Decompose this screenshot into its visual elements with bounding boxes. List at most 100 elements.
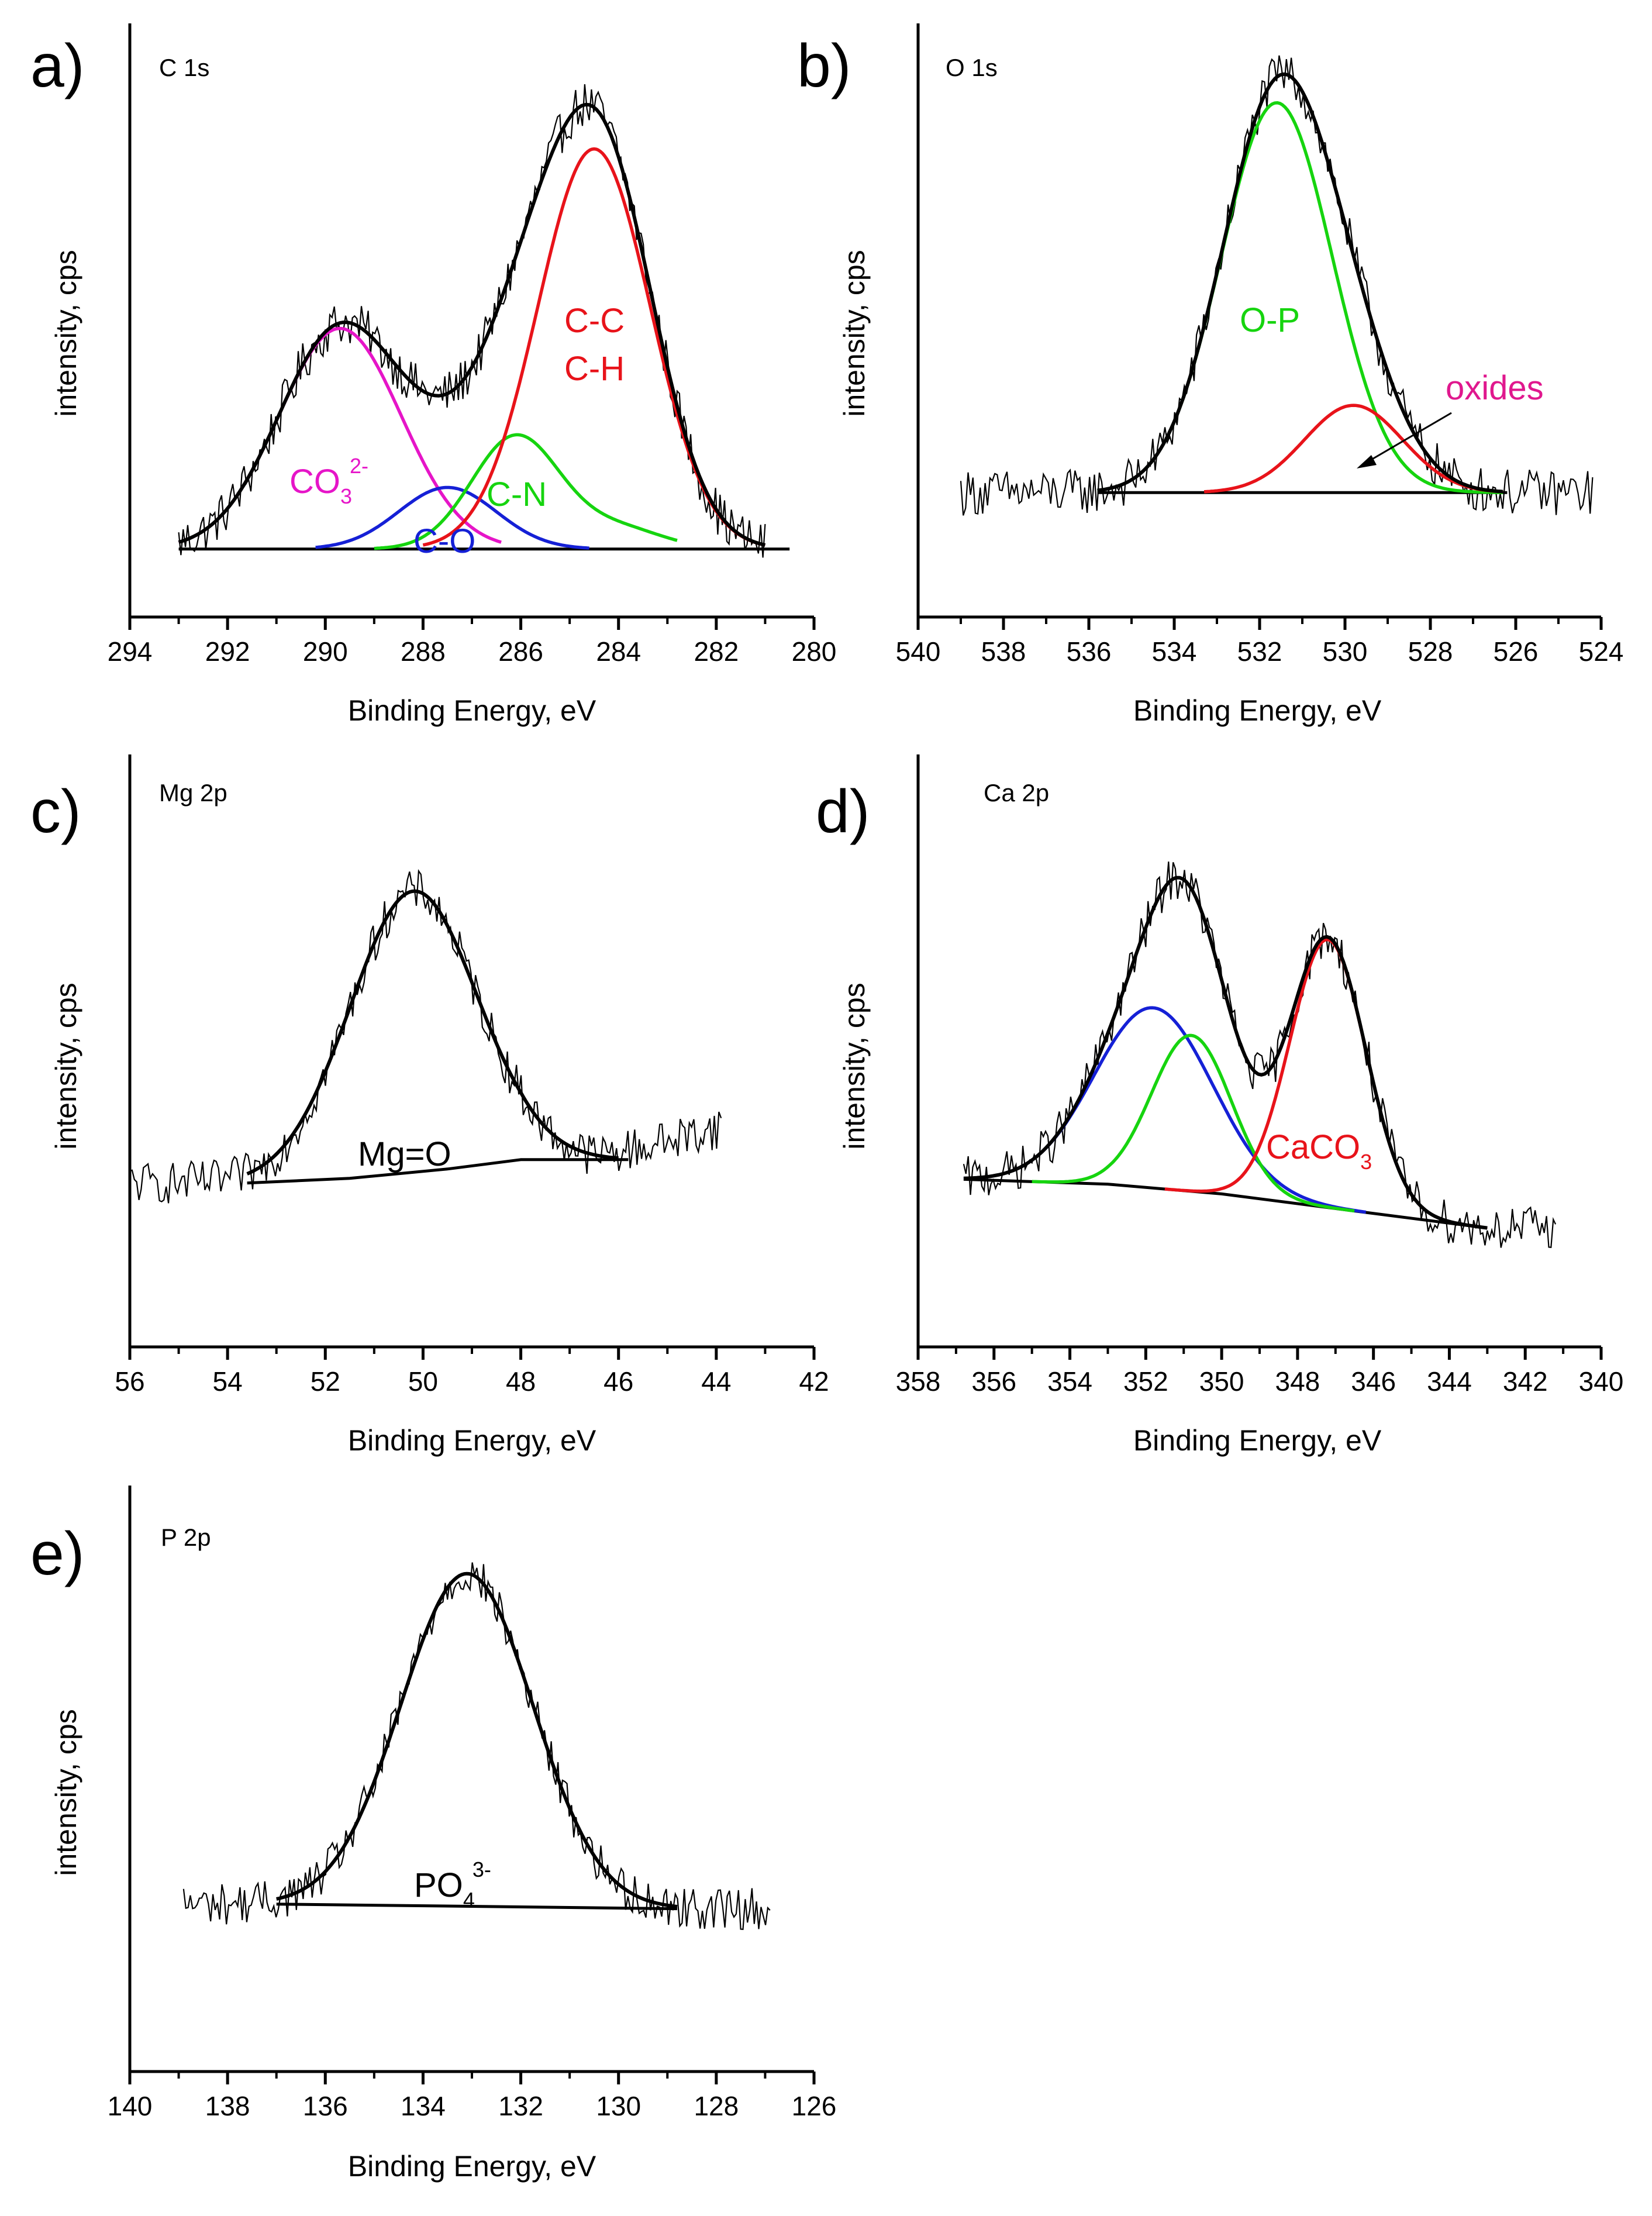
- panel-c-plot: [129, 869, 722, 1204]
- panel-e-annotation-po4: PO4 3-: [414, 1857, 491, 1912]
- panel-a-x-tick-label: 282: [694, 636, 739, 667]
- panel-d-axes: [916, 754, 1601, 1349]
- panel-a-x-axis-label: Binding Energy, eV: [348, 694, 596, 727]
- panel-e-x-tick-label: 136: [303, 2091, 348, 2121]
- panel-e-x-tick-label: 128: [694, 2091, 739, 2121]
- panel-d-x-tick-label: 358: [896, 1366, 941, 1397]
- panel-e-title: P 2p: [161, 1524, 211, 1551]
- panel-a-letter: a): [30, 32, 84, 100]
- panel-a-annotation-co3-sup: 2-: [350, 454, 368, 478]
- panel-d-fit-envelope-line: [963, 876, 1488, 1230]
- panel-d: d) Ca 2p intensity, cps Binding Energy, …: [816, 754, 1623, 1457]
- panel-e-x-tick-label: 134: [401, 2091, 446, 2121]
- panel-b-fit-o-p-line: [1097, 101, 1503, 494]
- panel-a-raw-data-line: [178, 84, 766, 558]
- panel-a-annotation-cc: C-C: [564, 302, 625, 340]
- panel-d-x-tick-label: 340: [1579, 1366, 1624, 1397]
- panel-d-x-tick-label: 344: [1427, 1366, 1472, 1397]
- panel-a-annotation-cn: C-N: [487, 475, 547, 513]
- panel-c-x-axis-label: Binding Energy, eV: [348, 1424, 596, 1457]
- panel-c-x-tick-label: 46: [603, 1366, 633, 1397]
- panel-d-title: Ca 2p: [984, 779, 1049, 807]
- panel-e-annotation-po4-base: PO: [414, 1866, 463, 1904]
- panel-c-x-tick-label: 54: [213, 1366, 243, 1397]
- panel-e-letter: e): [30, 1520, 84, 1588]
- panel-c-y-axis-label: intensity, cps: [50, 983, 82, 1149]
- panel-c-title: Mg 2p: [159, 779, 227, 807]
- panel-a: a) C 1s intensity, cps Binding Energy, e…: [30, 23, 836, 727]
- panel-a-annotation-co: C-O: [413, 522, 475, 560]
- panel-d-x-tick-label: 354: [1047, 1366, 1092, 1397]
- panel-b: b) O 1s intensity, cps Binding Energy, e…: [797, 23, 1623, 727]
- panel-c-annotations: Mg=O: [358, 1135, 451, 1173]
- panel-e-x-tick-label: 138: [205, 2091, 250, 2121]
- panel-a-annotation-co3-sub: 3: [340, 484, 352, 508]
- panel-b-y-axis-label: intensity, cps: [838, 250, 871, 416]
- panel-a-x-tick-label: 290: [303, 636, 348, 667]
- panel-d-x-tick-label: 352: [1123, 1366, 1168, 1397]
- panel-a-x-tick-label: 280: [792, 636, 837, 667]
- panel-a-x-tick-label: 292: [205, 636, 250, 667]
- panel-d-fit-ca-2p-green-line: [1032, 1033, 1355, 1213]
- panel-d-x-tick-label: 350: [1199, 1366, 1244, 1397]
- panel-a-fit-c-c-c-h-line: [422, 147, 765, 547]
- panel-a-annotation-ch: C-H: [564, 350, 625, 388]
- panel-b-ticks: 540 538 536 534 532 530 528 526 524: [896, 617, 1623, 667]
- panel-e: e) P 2p intensity, cps Binding Energy, e…: [30, 1486, 836, 2183]
- panel-b-oxides-arrow-line: [1367, 412, 1452, 463]
- panel-b-x-tick-label: 534: [1152, 636, 1197, 667]
- panel-b-x-tick-label: 536: [1067, 636, 1112, 667]
- panel-d-x-tick-label: 342: [1503, 1366, 1548, 1397]
- panel-a-x-tick-label: 288: [401, 636, 446, 667]
- panel-b-x-tick-label: 530: [1323, 636, 1368, 667]
- panel-a-x-tick-label: 286: [498, 636, 543, 667]
- panel-c-x-tick-label: 42: [799, 1366, 829, 1397]
- panel-a-x-tick-label: 284: [596, 636, 641, 667]
- panel-e-x-tick-label: 132: [498, 2091, 543, 2121]
- panel-b-x-tick-label: 528: [1408, 636, 1453, 667]
- panel-c-x-tick-label: 48: [506, 1366, 536, 1397]
- panel-c-ticks: 56 54 52 50 48 46 44 42: [115, 1347, 829, 1397]
- panel-b-raw-data-line: [960, 55, 1594, 516]
- panel-d-letter: d): [816, 778, 870, 846]
- panel-e-x-tick-label: 140: [108, 2091, 153, 2121]
- panel-c-raw-data-line: [129, 869, 722, 1204]
- panel-d-x-tick-label: 346: [1351, 1366, 1396, 1397]
- panel-b-title: O 1s: [946, 54, 998, 81]
- panel-e-x-tick-label: 126: [792, 2091, 837, 2121]
- panel-c-letter: c): [30, 778, 81, 846]
- panel-c-x-tick-label: 56: [115, 1366, 144, 1397]
- panel-b-fit-oxides-line: [1203, 404, 1503, 494]
- panel-b-x-tick-label: 532: [1237, 636, 1282, 667]
- panel-a-annotation-co3: CO3 2-: [289, 454, 368, 508]
- panel-e-annotation-po4-sub: 4: [463, 1888, 475, 1912]
- panel-a-x-tick-label: 294: [108, 636, 153, 667]
- panel-b-plot: [960, 55, 1594, 516]
- panel-e-annotation-po4-sup: 3-: [473, 1857, 491, 1881]
- panel-b-x-tick-label: 526: [1494, 636, 1539, 667]
- panel-a-fit-c-o-line: [315, 485, 589, 550]
- panel-b-x-axis-label: Binding Energy, eV: [1133, 694, 1382, 727]
- panel-e-x-tick-label: 130: [596, 2091, 641, 2121]
- panel-d-annotation-caco3: CaCO3: [1266, 1128, 1372, 1174]
- panel-b-x-tick-label: 540: [896, 636, 941, 667]
- panel-c-axes: [128, 754, 814, 1349]
- panel-a-fit-envelope-line: [178, 102, 766, 547]
- panel-c-x-tick-label: 44: [701, 1366, 731, 1397]
- panel-b-annotation-oxides: oxides: [1446, 369, 1544, 407]
- panel-d-x-tick-label: 348: [1275, 1366, 1320, 1397]
- panel-d-annotations: CaCO3: [1266, 1128, 1372, 1174]
- panel-d-annotation-caco3-sub: 3: [1360, 1150, 1372, 1174]
- panel-b-annotations: O-P oxides: [1240, 301, 1544, 468]
- panel-e-y-axis-label: intensity, cps: [50, 1709, 82, 1876]
- panel-b-fit-envelope-line: [1097, 72, 1503, 494]
- panel-e-ticks: 140 138 136 134 132 130 128 126: [108, 2072, 837, 2121]
- panel-d-x-tick-label: 356: [971, 1366, 1016, 1397]
- panel-d-raw-data-line: [963, 861, 1557, 1249]
- panel-b-letter: b): [797, 32, 851, 100]
- panel-d-y-axis-label: intensity, cps: [838, 983, 871, 1149]
- panel-e-background-line: [276, 1903, 678, 1911]
- panel-a-annotation-co3-base: CO: [289, 463, 340, 501]
- panel-d-x-axis-label: Binding Energy, eV: [1133, 1424, 1382, 1457]
